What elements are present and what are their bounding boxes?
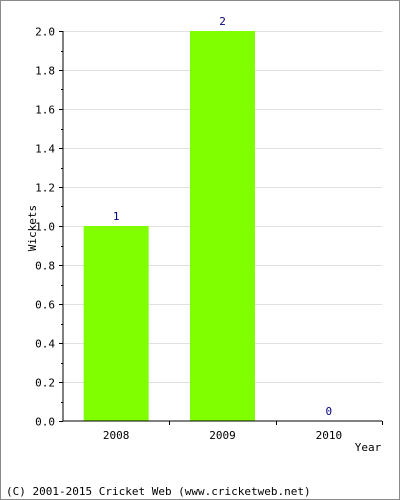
- y-tick-labels: 0.0 0.2 0.4 0.6 0.8 1.0 1.2 1.4 1.6 1.8 2.0: [35, 26, 55, 429]
- y-tick-label: 0.0: [35, 416, 55, 429]
- x-tick-labels: 2008 2009 2010: [103, 429, 342, 442]
- data-labels: 1 2 0: [113, 15, 332, 418]
- data-label-2008: 1: [113, 210, 120, 223]
- bar-2009: [190, 31, 255, 421]
- y-tick-label: 0.6: [35, 299, 55, 312]
- x-tick-label: 2008: [103, 429, 130, 442]
- copyright-text: (C) 2001-2015 Cricket Web (www.cricketwe…: [6, 485, 311, 498]
- axes: [59, 31, 383, 425]
- bars: [83, 31, 255, 421]
- y-tick-label: 0.8: [35, 260, 55, 273]
- y-tick-label: 1.8: [35, 65, 55, 78]
- y-tick-label: 1.4: [35, 143, 55, 156]
- y-tick-label: 0.2: [35, 377, 55, 390]
- data-label-2010: 0: [326, 405, 333, 418]
- y-axis-title: Wickets: [26, 205, 39, 251]
- data-label-2009: 2: [219, 15, 226, 28]
- x-tick-label: 2009: [209, 429, 236, 442]
- y-tick-label: 1.6: [35, 104, 55, 117]
- y-tick-label: 0.4: [35, 338, 55, 351]
- x-tick-label: 2010: [316, 429, 343, 442]
- y-tick-label: 2.0: [35, 26, 55, 39]
- x-axis-title: Year: [355, 441, 382, 454]
- y-tick-label: 1.0: [35, 221, 55, 234]
- y-tick-label: 1.2: [35, 182, 55, 195]
- bar-2008: [83, 226, 149, 421]
